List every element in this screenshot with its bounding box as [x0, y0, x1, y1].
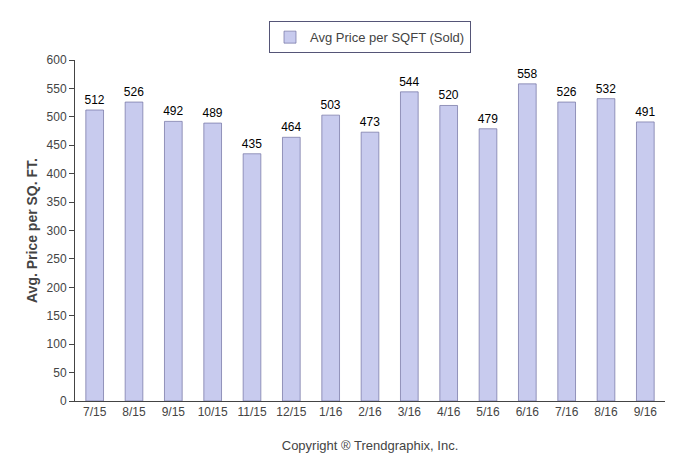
- svg-text:464: 464: [281, 120, 301, 134]
- svg-text:435: 435: [242, 137, 262, 151]
- svg-text:532: 532: [596, 82, 616, 96]
- svg-text:3/16: 3/16: [398, 405, 422, 419]
- svg-text:0: 0: [60, 394, 67, 408]
- svg-text:5/16: 5/16: [476, 405, 500, 419]
- svg-text:489: 489: [202, 106, 222, 120]
- svg-text:450: 450: [47, 138, 67, 152]
- svg-text:473: 473: [360, 115, 380, 129]
- svg-text:6/16: 6/16: [516, 405, 540, 419]
- svg-text:1/16: 1/16: [319, 405, 343, 419]
- svg-text:520: 520: [438, 88, 458, 102]
- svg-text:12/15: 12/15: [276, 405, 306, 419]
- svg-text:10/15: 10/15: [198, 405, 228, 419]
- svg-text:544: 544: [399, 75, 419, 89]
- svg-text:526: 526: [556, 85, 576, 99]
- svg-text:250: 250: [47, 252, 67, 266]
- svg-text:350: 350: [47, 195, 67, 209]
- svg-text:100: 100: [47, 337, 67, 351]
- svg-text:558: 558: [517, 67, 537, 81]
- svg-text:600: 600: [47, 53, 67, 67]
- svg-text:200: 200: [47, 281, 67, 295]
- svg-text:503: 503: [320, 98, 340, 112]
- svg-text:550: 550: [47, 82, 67, 96]
- svg-text:526: 526: [124, 85, 144, 99]
- svg-text:479: 479: [478, 112, 498, 126]
- svg-text:Copyright ® Trendgraphix, Inc.: Copyright ® Trendgraphix, Inc.: [282, 438, 459, 453]
- svg-text:400: 400: [47, 167, 67, 181]
- svg-text:9/16: 9/16: [634, 405, 658, 419]
- svg-text:300: 300: [47, 224, 67, 238]
- svg-text:Avg Price per SQFT (Sold): Avg Price per SQFT (Sold): [310, 30, 464, 45]
- svg-text:8/16: 8/16: [594, 405, 618, 419]
- svg-text:2/16: 2/16: [358, 405, 382, 419]
- svg-text:4/16: 4/16: [437, 405, 461, 419]
- svg-text:492: 492: [163, 104, 183, 118]
- svg-text:150: 150: [47, 309, 67, 323]
- svg-text:512: 512: [84, 93, 104, 107]
- svg-text:491: 491: [635, 105, 655, 119]
- svg-text:8/15: 8/15: [122, 405, 146, 419]
- svg-text:50: 50: [53, 366, 67, 380]
- svg-text:Avg. Price per SQ. FT.: Avg. Price per SQ. FT.: [24, 158, 40, 303]
- svg-text:9/15: 9/15: [162, 405, 186, 419]
- svg-text:11/15: 11/15: [237, 405, 266, 419]
- svg-text:7/15: 7/15: [83, 405, 107, 419]
- svg-text:7/16: 7/16: [555, 405, 579, 419]
- svg-text:500: 500: [47, 110, 67, 124]
